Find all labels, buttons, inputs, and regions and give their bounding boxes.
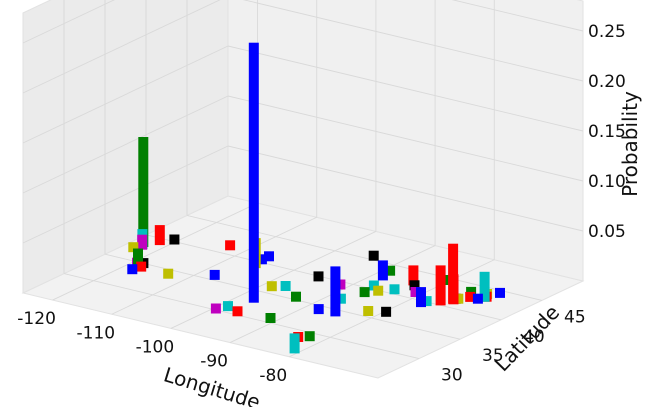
bar xyxy=(330,266,341,317)
x-tick-label: -80 xyxy=(259,366,287,386)
bar xyxy=(359,287,370,298)
bar xyxy=(435,265,446,306)
bar xyxy=(410,287,421,297)
tick-labels: -120 -110 -100 -90 -80 30 35 40 45 0.05 0.10 0.15 0.… xyxy=(17,22,626,386)
z-tick-label: 0.15 xyxy=(588,122,626,142)
bar xyxy=(381,306,392,317)
z-left-gridline xyxy=(22,45,229,144)
bar xyxy=(248,42,259,303)
bar xyxy=(138,137,149,247)
lat-floor-gridline xyxy=(104,253,461,340)
z-left-gridline xyxy=(22,0,115,44)
z-tick-label: 0.20 xyxy=(588,72,626,92)
bar xyxy=(441,275,452,285)
bar xyxy=(448,274,459,305)
bar xyxy=(465,291,476,302)
z-back-gridline xyxy=(227,45,584,132)
bar xyxy=(385,265,396,276)
bar xyxy=(209,269,220,280)
lon-floor-gridline xyxy=(170,231,377,329)
z-back-gridline xyxy=(227,95,584,182)
z-axis-label: Probability xyxy=(618,91,642,197)
bar xyxy=(128,242,139,253)
bar xyxy=(289,333,300,354)
bar xyxy=(313,304,324,315)
lon-floor-gridline xyxy=(111,216,317,315)
y-tick-label: 40 xyxy=(523,327,545,347)
bar xyxy=(154,225,165,246)
x-tick-label: -120 xyxy=(17,309,56,329)
bar xyxy=(363,306,374,316)
bar xyxy=(225,240,236,251)
z-back-gridline xyxy=(227,145,584,232)
z-left-gridline xyxy=(22,145,229,244)
lon-floor-gridline xyxy=(52,202,258,301)
bars xyxy=(127,42,505,354)
bar xyxy=(256,254,267,265)
z-left-gridline xyxy=(22,0,221,94)
x-tick-label: -90 xyxy=(200,352,228,372)
y-tick-label: 35 xyxy=(482,346,504,366)
bar xyxy=(280,281,291,291)
bar xyxy=(136,261,147,272)
bar xyxy=(169,234,180,245)
x-tick-label: -100 xyxy=(136,337,175,357)
bar xyxy=(377,260,388,281)
bar xyxy=(264,251,274,262)
bar xyxy=(368,280,379,291)
bar xyxy=(416,287,426,308)
bar xyxy=(448,243,459,304)
bar xyxy=(495,287,505,298)
bar xyxy=(291,291,301,302)
bar xyxy=(409,280,420,291)
z-tick-label: 0.10 xyxy=(588,172,626,192)
bar xyxy=(304,331,315,342)
bar xyxy=(266,281,277,292)
x-tick-label: -110 xyxy=(77,323,116,343)
bar xyxy=(133,248,143,269)
bar xyxy=(210,303,221,314)
bar xyxy=(389,284,400,295)
bar xyxy=(163,268,174,279)
bar xyxy=(421,296,432,307)
z-tick-label: 0.25 xyxy=(588,22,626,42)
axis-panes xyxy=(21,0,585,379)
y-tick-label: 30 xyxy=(441,366,463,386)
y-tick-label: 45 xyxy=(564,307,586,327)
bar xyxy=(408,265,419,286)
lon-floor-gridline xyxy=(289,259,495,358)
z-back-gridline xyxy=(451,0,584,32)
z-left-gridline xyxy=(22,95,229,194)
bar xyxy=(232,306,243,317)
bar xyxy=(313,271,324,282)
bar xyxy=(137,234,148,250)
z-back-gridline xyxy=(242,0,584,82)
bar xyxy=(368,250,379,261)
bar xyxy=(479,271,490,302)
bar xyxy=(373,285,384,296)
bar xyxy=(335,293,346,304)
z-tick-label: 0.05 xyxy=(588,222,626,242)
bar xyxy=(265,313,276,323)
bar xyxy=(127,264,138,275)
bar xyxy=(223,301,233,312)
bar xyxy=(472,293,483,304)
